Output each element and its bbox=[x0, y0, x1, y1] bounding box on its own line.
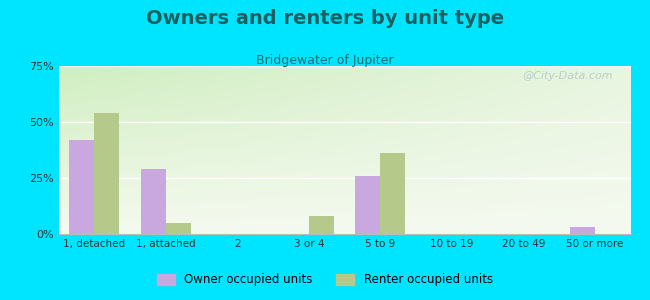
Text: Bridgewater of Jupiter: Bridgewater of Jupiter bbox=[256, 54, 394, 67]
Bar bbox=[355, 176, 380, 234]
Bar bbox=[94, 113, 120, 234]
Text: @City-Data.com: @City-Data.com bbox=[523, 71, 614, 81]
Bar bbox=[140, 169, 166, 234]
Bar bbox=[309, 216, 334, 234]
Bar bbox=[569, 227, 595, 234]
Bar bbox=[69, 140, 94, 234]
Legend: Owner occupied units, Renter occupied units: Owner occupied units, Renter occupied un… bbox=[153, 269, 497, 291]
Text: Owners and renters by unit type: Owners and renters by unit type bbox=[146, 9, 504, 28]
Bar bbox=[166, 223, 191, 234]
Bar bbox=[380, 153, 406, 234]
